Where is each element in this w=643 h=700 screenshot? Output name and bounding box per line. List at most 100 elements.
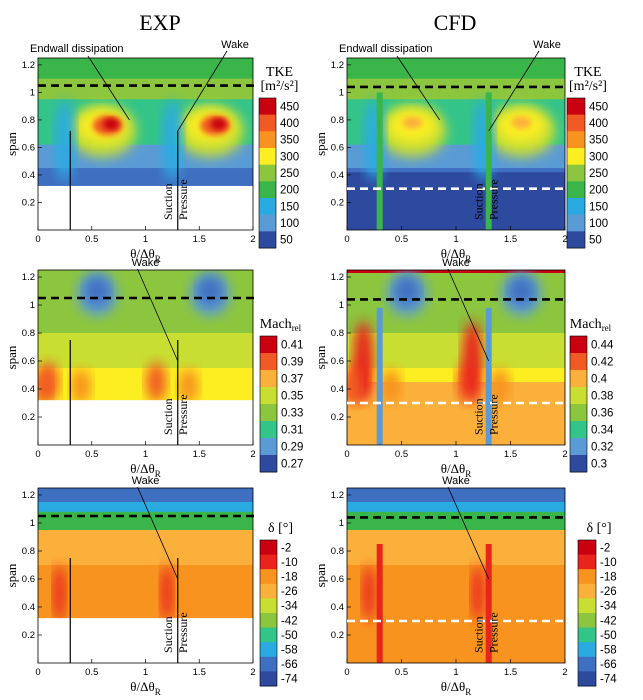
contour-band	[38, 488, 253, 502]
panel-delta-exp: 0 0.5 1 1.5 2 0.2 0.4 0.6 0.8 1 1.2 θ/ΔθR span Wake Su…	[4, 475, 256, 697]
y-tick-label: 0.6	[331, 356, 344, 367]
colorbar-tick-label: 0.3	[591, 459, 607, 471]
x-tick-label: 1	[143, 234, 148, 245]
annotation-endwall-arrow	[87, 55, 130, 121]
x-tick-label: 0.5	[85, 234, 98, 245]
colorbar-tick-label: 150	[589, 201, 608, 213]
colorbar-tick-label: 100	[589, 218, 608, 230]
y-axis-label: span	[313, 345, 328, 369]
label-suction: Suction	[161, 398, 175, 435]
x-tick-label: 0	[344, 667, 349, 678]
colorbar-tke-cfd: 45040035030025020015010050TKE[m²/s²]4504…	[258, 65, 608, 249]
colorbar-segment	[260, 540, 277, 556]
wake-streak	[485, 544, 492, 663]
contour-blob	[53, 565, 66, 621]
colorbar-tick-label: 0.27	[281, 459, 303, 471]
annotation-wake-arrow	[447, 486, 490, 580]
colorbar-segment	[570, 404, 587, 422]
colorbar-tick-label: 350	[280, 135, 299, 147]
colorbar-unit: [m²/s²]	[569, 79, 607, 94]
colorbar-tick-label: 250	[280, 168, 299, 180]
colorbar-segment	[570, 455, 587, 473]
contour-hub	[347, 172, 565, 230]
colorbar-mach-exp: 0.41 0.39 0.37 0.35 0.33 0.31 0.29 0.27 Machrel	[259, 317, 303, 473]
colorbar-segment	[259, 198, 276, 216]
y-tick-label: 0.8	[331, 328, 344, 339]
colorbar-segment	[260, 642, 277, 658]
y-tick-label: 0.2	[331, 197, 344, 208]
y-tick-label: 0.6	[22, 356, 35, 367]
x-axis-label: θ/ΔθR	[130, 461, 160, 479]
annotation-wake-arrow	[488, 50, 540, 132]
contour-blob	[489, 368, 510, 405]
x-axis-label: θ/ΔθR	[441, 461, 471, 479]
annotation-wake-arrow	[447, 268, 490, 362]
colorbar-segment	[260, 583, 277, 599]
colorbar-title: Machrel	[570, 317, 612, 333]
y-tick-label: 0.2	[22, 197, 35, 208]
x-tick-label: 0	[35, 667, 40, 678]
colorbar-tick-label: 0.42	[591, 357, 613, 369]
colorbar-segment	[570, 438, 587, 456]
colorbar-title: TKE	[574, 65, 601, 80]
x-tick-label: 1	[453, 449, 458, 460]
y-tick-label: 1	[30, 300, 35, 311]
contour-band	[38, 168, 253, 186]
colorbar-segment	[567, 231, 585, 249]
colorbar-tick-label: 0.37	[281, 374, 303, 386]
colorbar-segment	[570, 353, 587, 371]
contour-band	[38, 511, 253, 530]
y-tick-label: 0.4	[331, 602, 344, 613]
annotation-wake: Wake	[221, 39, 249, 51]
colorbar-tick-label: 300	[280, 151, 299, 163]
colorbar-segment	[260, 455, 277, 473]
colorbar-segment	[259, 148, 276, 166]
x-tick-label: 0.5	[85, 449, 98, 460]
label-pressure: Pressure	[487, 179, 501, 220]
contour-blob	[38, 368, 52, 405]
panel-mach-cfd: 0 0.5 1 1.5 2 0.2 0.4 0.6 0.8 1 1.2 θ/ΔθR span Wake Su…	[313, 257, 568, 479]
colorbar-frame	[577, 539, 597, 687]
colorbar-segment	[578, 583, 596, 599]
y-axis-label: span	[4, 132, 19, 156]
colorbar-tick-label: -74	[600, 674, 617, 686]
colorbar-segment	[567, 98, 585, 116]
colorbar-tick-label: 0.4	[591, 374, 608, 386]
colorbar-segment	[578, 642, 596, 658]
colorbar-segment	[260, 627, 277, 643]
annotation-wake-arrow	[137, 268, 179, 362]
colorbar-tick-label: 0.35	[281, 391, 303, 403]
label-suction: Suction	[161, 183, 175, 220]
panel-mach-exp: 0 0.5 1 1.5 2 0.2 0.4 0.6 0.8 1 1.2 θ/ΔθR span Wake Su…	[4, 257, 256, 479]
colorbar-segment	[567, 164, 585, 182]
colorbar-segment	[567, 131, 585, 149]
contour-blob	[210, 118, 227, 131]
y-tick-label: 1.2	[331, 272, 344, 283]
colorbar-tick-label: 250	[589, 168, 608, 180]
colorbar-tick-label: 0.36	[591, 408, 613, 420]
colorbar-segment	[260, 404, 277, 422]
y-tick-label: 0.4	[22, 170, 35, 181]
wake-streak	[376, 92, 383, 230]
colorbar-segment	[570, 370, 587, 388]
annotation-wake: Wake	[132, 475, 160, 487]
x-tick-label: 2	[562, 449, 567, 460]
annotation-wake-arrow	[137, 486, 179, 580]
y-tick-label: 0.2	[22, 630, 35, 641]
y-tick-label: 1.2	[331, 490, 344, 501]
panel-delta-cfd: 0 0.5 1 1.5 2 0.2 0.4 0.6 0.8 1 1.2 θ/ΔθR span Wake Su…	[313, 475, 568, 697]
y-tick-label: 0.6	[331, 142, 344, 153]
contour-band	[38, 78, 253, 100]
y-axis-label: span	[4, 345, 19, 369]
colorbar-tick-label: 400	[280, 118, 299, 130]
colorbar-tick-label: 0.31	[281, 425, 303, 437]
contour-field	[347, 58, 565, 230]
colorbar-segment	[567, 198, 585, 216]
y-tick-label: 0.6	[331, 574, 344, 585]
colorbar-segment	[567, 214, 585, 232]
colorbar-tick-label: 350	[589, 135, 608, 147]
colorbar-tick-label: 100	[280, 218, 299, 230]
contour-field	[347, 488, 565, 663]
colorbar-title: δ [°]	[586, 521, 611, 536]
colorbar-segment	[578, 656, 596, 672]
